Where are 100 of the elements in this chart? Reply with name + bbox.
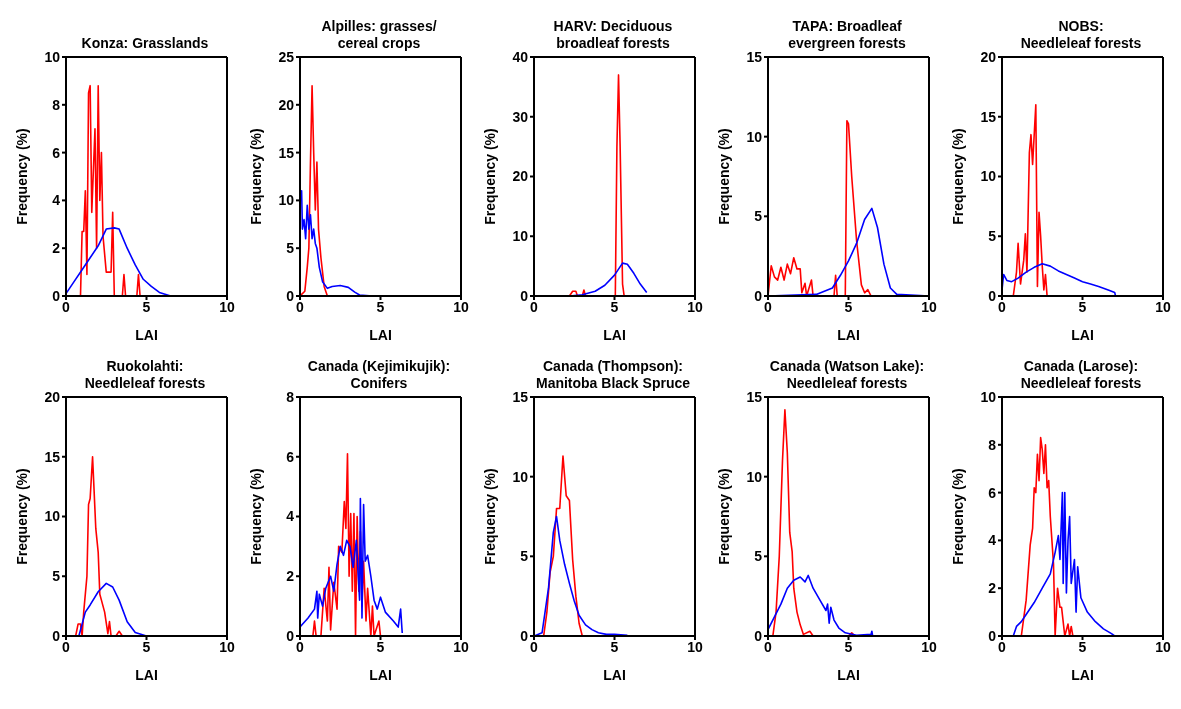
x-tick-label: 10 (219, 298, 235, 315)
x-tick-label: 5 (610, 298, 619, 315)
y-axis-title: Frequency (%) (247, 128, 264, 225)
x-tick-label: 5 (142, 298, 151, 315)
x-tick-label: 5 (844, 638, 853, 655)
x-tick-label: 5 (142, 638, 151, 655)
x-tick-label: 5 (376, 638, 385, 655)
y-tick-label: 6 (52, 144, 61, 161)
y-tick-label: 5 (286, 240, 295, 257)
y-tick-label: 15 (512, 388, 529, 405)
x-tick-label: 10 (921, 638, 937, 655)
line-series (300, 497, 404, 634)
y-tick-label: 8 (286, 388, 295, 405)
y-tick-label: 10 (44, 48, 61, 65)
y-tick-label: 0 (988, 287, 997, 304)
line-series (768, 574, 874, 636)
x-tick-label: 10 (1155, 298, 1171, 315)
line-series (1012, 491, 1116, 636)
y-tick-label: 10 (512, 228, 529, 245)
y-tick-label: 20 (512, 168, 529, 185)
x-tick-label: 5 (844, 298, 853, 315)
x-tick-label: 5 (1078, 638, 1087, 655)
x-tick-label: 10 (687, 298, 703, 315)
y-tick-label: 20 (44, 388, 61, 405)
y-tick-label: 0 (286, 627, 295, 644)
y-tick-label: 15 (44, 448, 61, 465)
x-axis-title: LAI (603, 667, 626, 683)
y-tick-label: 10 (512, 468, 529, 485)
y-tick-label: 10 (746, 128, 763, 145)
x-tick-label: 10 (687, 638, 703, 655)
y-tick-label: 15 (278, 144, 295, 161)
y-tick-label: 5 (988, 228, 997, 245)
chart-title: Alpilles: grasses/ cereal crops (321, 18, 437, 52)
line-series (534, 515, 629, 636)
y-axis-title: Frequency (%) (481, 128, 498, 225)
chart-title: NOBS: Needleleaf forests (1020, 18, 1142, 52)
y-tick-label: 10 (980, 388, 997, 405)
y-tick-label: 4 (286, 508, 295, 525)
x-tick-label: 10 (219, 638, 235, 655)
chart-title: Canada (Thompson): Manitoba Black Spruce (535, 358, 691, 392)
chart-title: HARV: Deciduous broadleaf forests (553, 18, 673, 52)
y-tick-label: 0 (520, 627, 529, 644)
y-axis-title: Frequency (%) (13, 468, 30, 565)
y-tick-label: 4 (988, 532, 997, 549)
y-tick-label: 0 (286, 287, 295, 304)
y-tick-label: 2 (988, 580, 997, 597)
y-tick-label: 20 (278, 96, 295, 113)
x-axis-title: LAI (603, 327, 626, 343)
chart-title: Canada (Larose): Needleleaf forests (1020, 358, 1142, 392)
y-tick-label: 2 (286, 568, 295, 585)
x-axis-title: LAI (369, 667, 392, 683)
y-tick-label: 0 (52, 287, 61, 304)
y-axis-title: Frequency (%) (715, 468, 732, 565)
y-tick-label: 10 (278, 192, 295, 209)
y-tick-label: 8 (988, 436, 997, 453)
x-tick-label: 10 (453, 638, 469, 655)
y-tick-label: 0 (754, 627, 763, 644)
y-tick-label: 0 (520, 287, 529, 304)
chart-title: Ruokolahti: Needleleaf forests (84, 358, 206, 392)
x-axis-title: LAI (1071, 327, 1094, 343)
x-axis-title: LAI (837, 667, 860, 683)
x-tick-label: 10 (453, 298, 469, 315)
y-tick-label: 0 (988, 627, 997, 644)
y-tick-label: 5 (754, 208, 763, 225)
y-tick-label: 10 (44, 508, 61, 525)
x-tick-label: 5 (376, 298, 385, 315)
line-series (66, 227, 172, 296)
y-axis-title: Frequency (%) (715, 128, 732, 225)
y-axis-title: Frequency (%) (949, 128, 966, 225)
x-axis-title: LAI (837, 327, 860, 343)
y-tick-label: 15 (746, 388, 763, 405)
y-tick-label: 6 (988, 484, 997, 501)
chart-title: Canada (Kejimikujik): Conifers (307, 358, 451, 392)
y-axis-title: Frequency (%) (13, 128, 30, 225)
line-series (1002, 262, 1117, 296)
chart-title: Canada (Watson Lake): Needleleaf forests (769, 358, 925, 392)
x-axis-title: LAI (369, 327, 392, 343)
y-tick-label: 0 (754, 287, 763, 304)
y-tick-label: 5 (520, 548, 529, 565)
x-tick-label: 5 (610, 638, 619, 655)
x-tick-label: 10 (921, 298, 937, 315)
y-tick-label: 15 (980, 108, 997, 125)
y-tick-label: 10 (980, 168, 997, 185)
y-tick-label: 2 (52, 240, 61, 257)
x-axis-title: LAI (1071, 667, 1094, 683)
y-axis-title: Frequency (%) (949, 468, 966, 565)
y-axis-title: Frequency (%) (481, 468, 498, 565)
y-tick-label: 25 (278, 48, 295, 65)
x-tick-label: 10 (1155, 638, 1171, 655)
y-tick-label: 20 (980, 48, 997, 65)
y-tick-label: 8 (52, 96, 61, 113)
y-tick-label: 15 (746, 48, 763, 65)
x-axis-title: LAI (135, 667, 158, 683)
y-tick-label: 40 (512, 48, 529, 65)
y-tick-label: 10 (746, 468, 763, 485)
y-tick-label: 30 (512, 108, 529, 125)
chart-title: Konza: Grasslands (81, 35, 209, 52)
y-tick-label: 4 (52, 192, 61, 209)
y-tick-label: 5 (52, 568, 61, 585)
chart-title: TAPA: Broadleaf evergreen forests (788, 18, 906, 52)
